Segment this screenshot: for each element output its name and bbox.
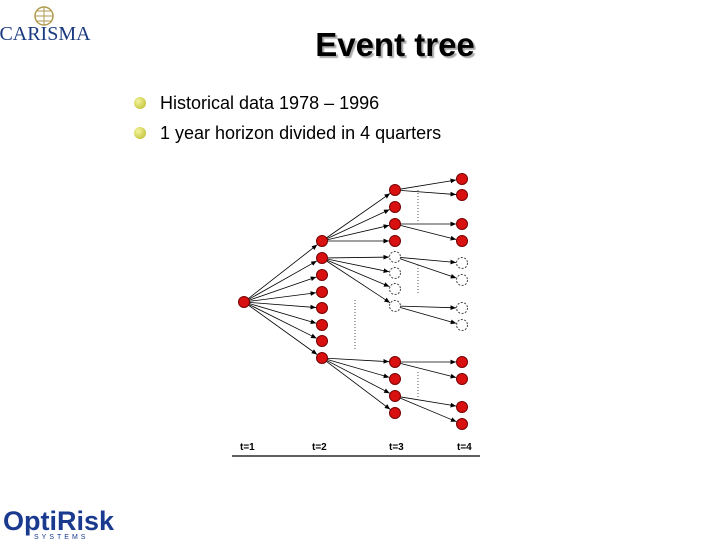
tree-node — [456, 218, 468, 230]
bullet: 1 year horizon divided in 4 quarters — [134, 118, 441, 148]
tree-node — [316, 319, 328, 331]
tree-node — [389, 300, 401, 312]
tree-node — [389, 184, 401, 196]
tree-edge — [399, 258, 457, 279]
tree-edge — [399, 396, 457, 408]
bullet: Historical data 1978 – 1996 — [134, 88, 441, 118]
tree-edge — [326, 259, 390, 288]
tree-edge — [248, 276, 317, 301]
tree-edge — [325, 260, 391, 304]
tree-edge — [248, 301, 317, 310]
tree-node — [456, 257, 468, 269]
time-label: t=2 — [312, 442, 327, 453]
tree-edge — [326, 224, 390, 241]
tree-edge — [325, 360, 391, 410]
time-label: t=4 — [457, 442, 472, 453]
logo-text: CARISMA — [0, 23, 91, 45]
tree-node — [456, 173, 468, 185]
tree-node — [389, 373, 401, 385]
tree-edge — [399, 189, 457, 197]
tree-node — [316, 286, 328, 298]
tree-edge — [399, 362, 457, 379]
tree-node — [389, 201, 401, 213]
tree-edge — [248, 260, 317, 300]
tree-node — [316, 302, 328, 314]
tree-node — [389, 356, 401, 368]
optirisk-logo: OptiRisk SYSTEMS — [3, 506, 115, 541]
bullet-list: Historical data 1978 – 1996 1 year horiz… — [134, 88, 441, 148]
tree-edge — [399, 224, 457, 241]
tree-node — [389, 235, 401, 247]
tree-node — [456, 274, 468, 286]
tree-edge — [326, 209, 390, 240]
tree-node — [456, 356, 468, 368]
tree-edge — [399, 305, 457, 311]
tree-edge — [326, 254, 390, 260]
time-label: t=3 — [389, 442, 404, 453]
event-tree: t=1 t=2 t=3 t=4 — [232, 173, 480, 457]
tree-node — [316, 269, 328, 281]
tree-node — [456, 235, 468, 247]
tree-edge — [326, 358, 390, 379]
tree-node — [456, 418, 468, 430]
tree-edge — [399, 178, 457, 190]
logo-subtext: SYSTEMS — [34, 534, 88, 541]
tree-node — [389, 283, 401, 295]
tree-edge — [325, 193, 391, 239]
logo-text: OptiRisk — [3, 506, 115, 536]
tree-edge — [248, 303, 317, 325]
tree-edge — [247, 304, 318, 355]
tree-edge — [248, 291, 317, 302]
tree-node — [389, 251, 401, 263]
tree-edge — [399, 306, 457, 325]
carisma-logo: CARISMA — [0, 6, 91, 45]
tree-node — [456, 189, 468, 201]
tree-node — [389, 390, 401, 402]
tree-node — [456, 302, 468, 314]
tree-node — [316, 335, 328, 347]
tree-edge — [248, 303, 317, 339]
tree-node — [389, 267, 401, 279]
tree-node — [389, 407, 401, 419]
tree-node — [456, 319, 468, 331]
tree-edge — [326, 258, 390, 274]
tree-edge — [326, 357, 390, 364]
tree-node — [389, 218, 401, 230]
tree-node — [238, 296, 250, 308]
time-label: t=1 — [240, 442, 255, 453]
tree-node — [316, 252, 328, 264]
tree-edge — [399, 257, 457, 265]
slide-title: Event tree — [315, 26, 475, 63]
tree-edge — [399, 397, 457, 423]
tree-node — [316, 352, 328, 364]
tree-node — [316, 235, 328, 247]
tree-edge — [247, 244, 318, 300]
tree-node — [456, 401, 468, 413]
tree-edge — [326, 359, 390, 394]
tree-node — [456, 373, 468, 385]
